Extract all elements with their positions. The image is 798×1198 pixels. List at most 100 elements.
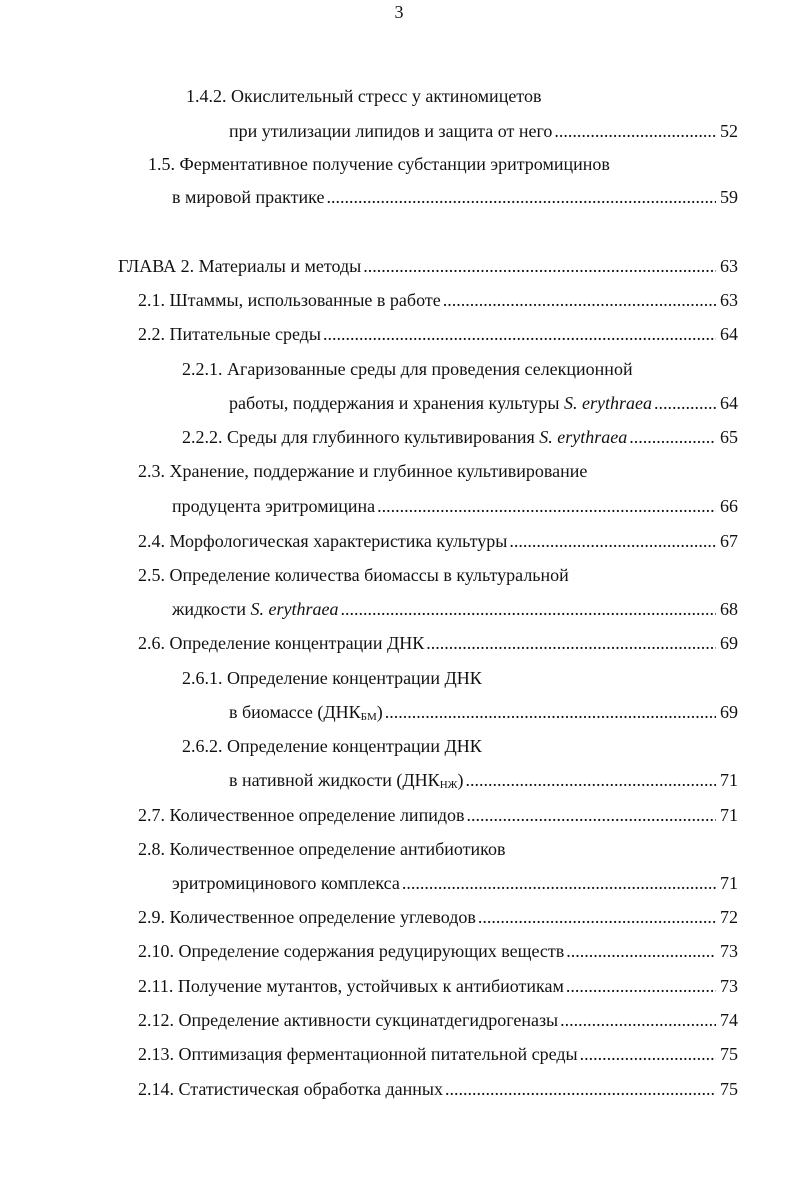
toc-entry-title: 2.9. Количественное определение углеводо… — [138, 906, 476, 928]
toc-entry: ГЛАВА 2. Материалы и методы 63 — [118, 255, 738, 277]
toc-page-number: 65 — [720, 427, 738, 447]
species-name: S. erythraea — [539, 427, 628, 447]
toc-entry-title: 2.6.1. Определение концентрации ДНК — [182, 667, 482, 689]
toc-entry-text: в нативной жидкости (ДНК — [229, 770, 440, 790]
toc-page-number: 66 — [720, 496, 738, 516]
toc-page-number: 67 — [720, 531, 738, 551]
dot-leader — [654, 392, 716, 414]
dot-leader — [326, 186, 716, 208]
toc-entry-text: ГЛАВА 2. Материалы и методы — [118, 256, 362, 276]
toc-entry-title: 2.13. Оптимизация ферментационной питате… — [138, 1043, 578, 1065]
toc-entry-title: работы, поддержания и хранения культуры … — [229, 392, 652, 414]
toc-entry-text: продуцента эритромицина — [172, 496, 376, 516]
toc-entry-text: 2.14. Статистическая обработка данных — [138, 1079, 443, 1099]
toc-page-number: 68 — [720, 599, 738, 619]
toc-entry: жидкости S. erythraea 68 — [172, 598, 738, 620]
toc-entry-title: жидкости S. erythraea — [172, 598, 338, 620]
dot-leader — [580, 1043, 716, 1065]
toc-entry: 2.4. Морфологическая характеристика куль… — [138, 530, 738, 552]
toc-entry-text: эритромицинового комплекса — [172, 873, 400, 893]
toc-entry-text: 2.2.1. Агаризованные среды для проведени… — [182, 359, 633, 379]
toc-entry-title: 2.1. Штаммы, использованные в работе — [138, 289, 441, 311]
toc-entry: 2.8. Количественное определение антибиот… — [138, 838, 505, 860]
species-name: S. erythraea — [250, 599, 339, 619]
dot-leader — [443, 289, 716, 311]
toc-page-number: 75 — [720, 1079, 738, 1099]
toc-page-number: 71 — [720, 770, 738, 790]
toc-page-number: 59 — [720, 187, 738, 207]
toc-entry: 2.2. Питательные среды 64 — [138, 323, 738, 345]
toc-entry-text: 2.13. Оптимизация ферментационной питате… — [138, 1044, 578, 1064]
toc-entry: 2.9. Количественное определение углеводо… — [138, 906, 738, 928]
toc-entry-title: 2.5. Определение количества биомассы в к… — [138, 564, 569, 586]
toc-entry-title: в мировой практике — [172, 186, 324, 208]
toc-entry-title: продуцента эритромицина — [172, 495, 375, 517]
toc-entry: 2.14. Статистическая обработка данных 75 — [138, 1078, 738, 1100]
toc-entry-text: 2.6.2. Определение концентрации ДНК — [182, 736, 482, 756]
toc-entry-text: 2.2.2. Среды для глубинного культивирова… — [182, 427, 540, 447]
dot-leader — [566, 940, 716, 962]
toc-entry: 2.11. Получение мутантов, устойчивых к а… — [138, 975, 738, 997]
toc-entry-text: 2.12. Определение активности сукцинатдег… — [138, 1010, 559, 1030]
toc-entry-title: 2.14. Статистическая обработка данных — [138, 1078, 443, 1100]
dot-leader — [467, 804, 717, 826]
toc-entry: 2.6.1. Определение концентрации ДНК — [182, 667, 482, 689]
dot-leader — [323, 323, 716, 345]
toc-entry: 2.7. Количественное определение липидов 7… — [138, 804, 738, 826]
toc-entry: 2.2.2. Среды для глубинного культивирова… — [182, 426, 738, 448]
dot-leader — [629, 426, 716, 448]
dot-leader — [385, 701, 716, 723]
toc-entry: 2.2.1. Агаризованные среды для проведени… — [182, 358, 633, 380]
toc-entry-title: ГЛАВА 2. Материалы и методы — [118, 255, 361, 277]
toc-entry-text: 2.5. Определение количества биомассы в к… — [138, 565, 569, 585]
toc-entry: 2.5. Определение количества биомассы в к… — [138, 564, 569, 586]
toc-entry: продуцента эритромицина 66 — [172, 495, 738, 517]
toc-entry-title: в нативной жидкости (ДНКНЖ) — [229, 769, 464, 796]
dot-leader — [363, 255, 716, 277]
toc-page-number: 63 — [720, 256, 738, 276]
toc-entry-title: 1.4.2. Окислительный стресс у актиномице… — [186, 85, 541, 107]
toc-entry-text: 2.11. Получение мутантов, устойчивых к а… — [138, 976, 564, 996]
toc-entry-text-end: ) — [376, 702, 383, 722]
toc-entry: работы, поддержания и хранения культуры … — [229, 392, 738, 414]
toc-entry-text: в мировой практике — [172, 187, 325, 207]
toc-entry-text: 2.9. Количественное определение углеводо… — [138, 907, 476, 927]
dot-leader — [402, 872, 716, 894]
toc-entry: 2.6.2. Определение концентрации ДНК — [182, 735, 482, 757]
toc-entry-title: 2.12. Определение активности сукцинатдег… — [138, 1009, 558, 1031]
toc-entry-text: 2.4. Морфологическая характеристика куль… — [138, 531, 508, 551]
toc-page-number: 64 — [720, 393, 738, 413]
toc-entry: 2.6. Определение концентрации ДНК 69 — [138, 632, 738, 654]
toc-entry-text: в биомассе (ДНК — [229, 702, 361, 722]
toc-entry: 2.1. Штаммы, использованные в работе 63 — [138, 289, 738, 311]
toc-entry-text: 2.3. Хранение, поддержание и глубинное к… — [138, 461, 588, 481]
toc-entry-text: 2.6. Определение концентрации ДНК — [138, 633, 425, 653]
species-name: S. erythraea — [563, 393, 652, 413]
toc-entry-text: 2.6.1. Определение концентрации ДНК — [182, 668, 482, 688]
dot-leader — [554, 120, 716, 142]
toc-entry-text: работы, поддержания и хранения культуры — [229, 393, 564, 413]
toc-entry-title: 2.2.1. Агаризованные среды для проведени… — [182, 358, 633, 380]
toc-entry: 2.3. Хранение, поддержание и глубинное к… — [138, 460, 587, 482]
dot-leader — [566, 975, 716, 997]
dot-leader — [509, 530, 716, 552]
toc-entry-title: 2.4. Морфологическая характеристика куль… — [138, 530, 507, 552]
toc-page-number: 73 — [720, 976, 738, 996]
toc-entry: 2.10. Определение содержания редуцирующи… — [138, 940, 738, 962]
toc-entry-title: 2.6.2. Определение концентрации ДНК — [182, 735, 482, 757]
toc-entry-title: 2.8. Количественное определение антибиот… — [138, 838, 505, 860]
subscript: НЖ — [439, 779, 458, 791]
toc-entry: при утилизации липидов и защита от него 5… — [229, 120, 738, 142]
toc-entry: 2.13. Оптимизация ферментационной питате… — [138, 1043, 738, 1065]
toc-entry-title: 2.10. Определение содержания редуцирующи… — [138, 940, 564, 962]
toc-entry: в биомассе (ДНКБМ) 69 — [229, 701, 738, 728]
dot-leader — [340, 598, 716, 620]
dot-leader — [466, 769, 716, 791]
toc-page-number: 52 — [720, 121, 738, 141]
toc-entry: эритромицинового комплекса 71 — [172, 872, 738, 894]
dot-leader — [377, 495, 716, 517]
toc-entry: 2.12. Определение активности сукцинатдег… — [138, 1009, 738, 1031]
toc-page-number: 71 — [720, 873, 738, 893]
toc-entry-text: 2.8. Количественное определение антибиот… — [138, 839, 506, 859]
dot-leader — [445, 1078, 716, 1100]
